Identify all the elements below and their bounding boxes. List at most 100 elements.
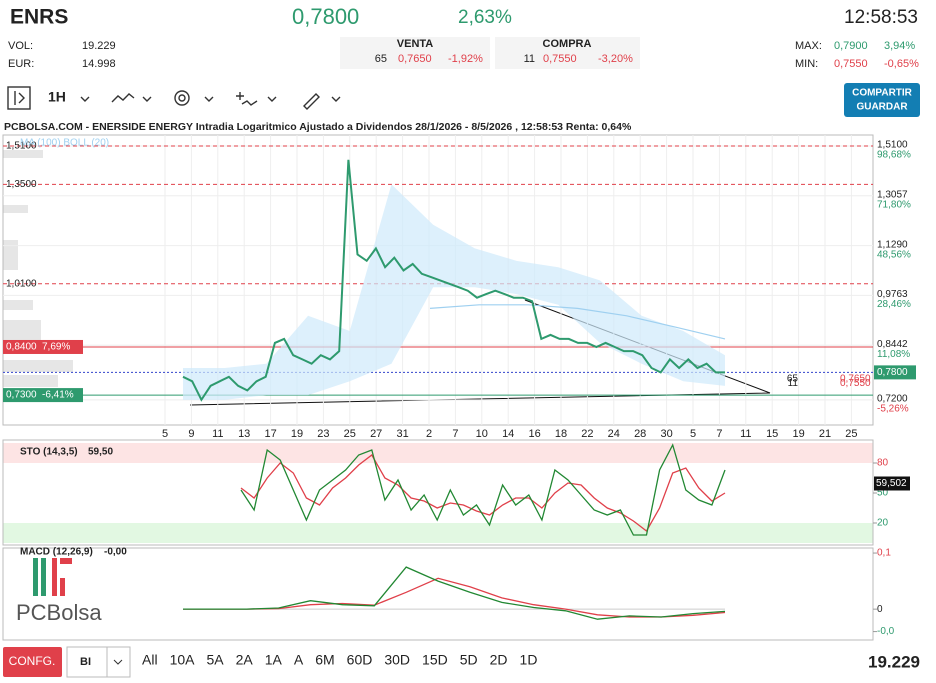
sto-label: STO (14,3,5) (20, 447, 78, 458)
config-label: CONFG. (9, 654, 56, 668)
change: 2,63% (458, 7, 512, 28)
range-button[interactable]: 30D (384, 652, 410, 668)
date-label: 9 (188, 428, 194, 440)
date-label: 31 (396, 428, 408, 440)
range-button[interactable]: 15D (422, 652, 448, 668)
volume-profile (3, 150, 73, 387)
indicator-icon[interactable] (236, 92, 258, 106)
ticker: ENRS (10, 6, 68, 29)
range-button[interactable]: 2A (236, 652, 254, 668)
y-tick-label: 1,3057 (877, 189, 908, 200)
share-button[interactable] (844, 83, 920, 117)
y-tick-label: 1,1290 (877, 239, 908, 250)
venta-pct: -1,92% (448, 53, 483, 65)
draw-icon[interactable] (303, 93, 320, 110)
chart-title: PCBOLSA.COM - ENERSIDE ENERGY Intradia L… (4, 121, 632, 133)
eur: 14.998 (82, 58, 116, 70)
sto-box (874, 476, 910, 491)
line-type-icon[interactable] (111, 93, 135, 103)
y-tick-pct: 11,08% (877, 349, 910, 360)
y-tick-label: 0,7200 (877, 393, 908, 404)
select-label: BI (80, 656, 91, 668)
date-label: 7 (716, 428, 722, 440)
select-arrow (113, 659, 123, 665)
date-label: 21 (819, 428, 831, 440)
panel-toggle[interactable] (7, 86, 31, 110)
sto-box-label: 59,502 (876, 478, 907, 489)
date-label: 27 (370, 428, 382, 440)
range-button[interactable]: A (294, 652, 304, 668)
save-label: GUARDAR (856, 102, 908, 113)
footer-volume: 19.229 (868, 652, 920, 671)
offer-qty: 65 (787, 374, 799, 385)
macd-tick-label: 0,1 (877, 548, 891, 559)
date-label: 24 (608, 428, 620, 440)
share-label: COMPARTIR (852, 88, 913, 99)
range-button[interactable]: 5D (460, 652, 478, 668)
date-label: 13 (238, 428, 250, 440)
sto-k-line (240, 443, 726, 536)
macd-tick-label: -0,0 (877, 626, 895, 637)
date-label: 2 (426, 428, 432, 440)
ma100-line (429, 304, 726, 340)
eur-label: EUR: (8, 58, 34, 70)
price-line (182, 159, 725, 402)
main-plot (2, 134, 874, 426)
date-label: 16 (528, 428, 540, 440)
y-tick-label: 1,5100 (877, 140, 908, 151)
range-button[interactable]: 60D (347, 652, 373, 668)
settings-icon[interactable] (174, 90, 190, 106)
sto-tick-label: 20 (877, 518, 889, 529)
y-tick-pct: -5,26% (877, 403, 909, 414)
toolbar (7, 86, 341, 110)
range-button[interactable]: 2D (490, 652, 508, 668)
boll-band (183, 184, 725, 400)
min-pct: -0,65% (884, 58, 919, 70)
footer: CONFG. BI 19.229 (3, 646, 920, 678)
level-label: 0,7300 (6, 390, 37, 401)
header: ENRS 0,7800 2,63% 12:58:53 VOL: 19.229 E… (8, 4, 919, 70)
interval[interactable]: 1H (48, 89, 66, 105)
oversold-zone (3, 523, 873, 543)
offer-qty: 11 (788, 378, 799, 389)
vol: 19.229 (82, 40, 116, 52)
macd-signal-line (183, 577, 726, 618)
y-tick-label: 0,8442 (877, 339, 908, 350)
range-button[interactable]: 5A (206, 652, 224, 668)
vol-label: VOL: (8, 40, 33, 52)
legend: MA (100) BOLL (20) (20, 138, 109, 149)
date-label: 19 (291, 428, 303, 440)
level-label: 0,8400 (6, 342, 37, 353)
current-label: 0,7800 (877, 367, 908, 378)
compra-price: 0,7550 (543, 53, 577, 65)
range-button[interactable]: 1D (520, 652, 538, 668)
compra-qty: 11 (524, 53, 535, 65)
range-button[interactable]: 10A (170, 652, 196, 668)
date-label: 28 (634, 428, 646, 440)
date-label: 11 (740, 428, 751, 440)
range-button[interactable]: All (142, 652, 158, 668)
max: 0,7900 (834, 40, 868, 52)
min: 0,7550 (834, 58, 868, 70)
date-label: 7 (452, 428, 458, 440)
date-label: 30 (660, 428, 672, 440)
date-label: 11 (212, 428, 223, 440)
y-tick-pct: 71,80% (877, 199, 911, 210)
date-label: 22 (581, 428, 593, 440)
config-button[interactable] (3, 647, 62, 677)
toggle-icon (14, 91, 25, 105)
offer-price: 0,7650 (840, 374, 871, 385)
range-button[interactable]: 1A (265, 652, 283, 668)
max-label: MAX: (795, 40, 822, 52)
offer-price: 0,7550 (840, 378, 871, 389)
compra-box (495, 37, 640, 69)
range-button[interactable]: 6M (315, 652, 334, 668)
date-label: 15 (766, 428, 778, 440)
logo-bars (33, 558, 72, 596)
price: 0,7800 (292, 4, 359, 29)
level-pct: -6,41% (42, 390, 74, 401)
compra-pct: -3,20% (598, 53, 633, 65)
y-tick-pct: 28,46% (877, 299, 911, 310)
y-tick-pct: 98,68% (877, 150, 911, 161)
